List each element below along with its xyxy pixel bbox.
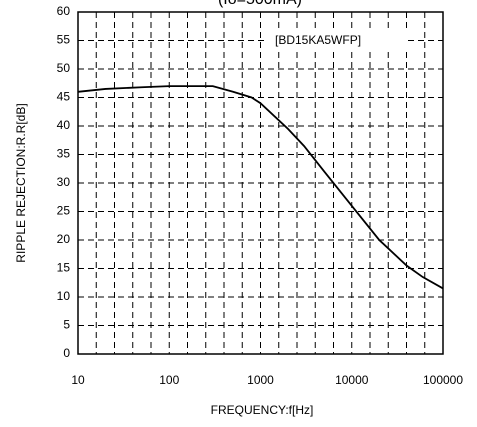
x-tick-label: 1000 (247, 373, 274, 387)
y-axis-label: RIPPLE REJECTION:R.R[dB] (14, 103, 28, 262)
annotation-bg (266, 30, 408, 50)
y-tick-label: 20 (57, 232, 71, 246)
y-tick-label: 50 (57, 61, 71, 75)
y-tick-label: 25 (57, 204, 71, 218)
y-tick-label: 15 (57, 261, 71, 275)
x-axis-label: FREQUENCY:f[Hz] (211, 403, 314, 417)
y-tick-label: 10 (57, 289, 71, 303)
chart-title: (Io=500mA) (218, 0, 302, 8)
annotation: [BD15KA5WFP] (275, 33, 361, 47)
y-tick-label: 60 (57, 4, 71, 18)
y-tick-label: 45 (57, 90, 71, 104)
x-tick-label: 10 (71, 373, 85, 387)
y-tick-label: 35 (57, 147, 71, 161)
y-tick-label: 5 (63, 318, 70, 332)
y-tick-label: 55 (57, 33, 71, 47)
x-tick-label: 100000 (423, 373, 463, 387)
x-tick-label: 100 (159, 373, 179, 387)
x-tick-label: 10000 (335, 373, 369, 387)
plot-frame (77, 11, 444, 355)
y-tick-label: 40 (57, 118, 71, 132)
line (77, 85, 444, 290)
y-tick-label: 30 (57, 175, 71, 189)
y-tick-label: 0 (63, 346, 70, 360)
